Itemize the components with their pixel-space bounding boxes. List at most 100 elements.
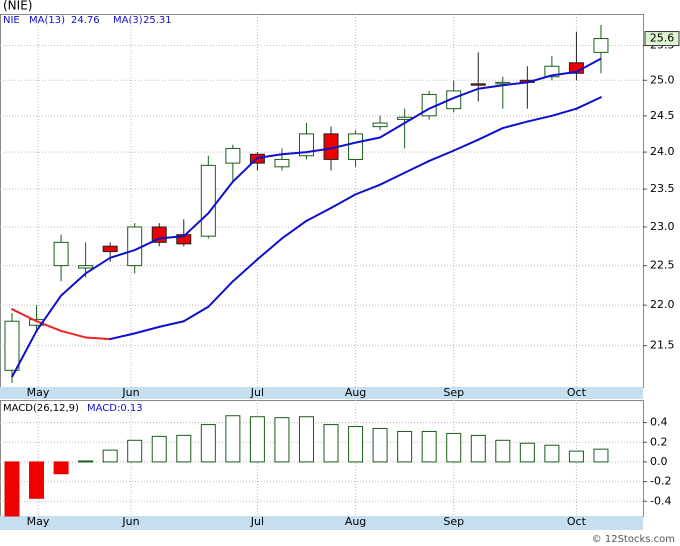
- x-tick-label: May: [27, 515, 50, 528]
- candle-body: [200, 164, 216, 237]
- macd-bar: [446, 432, 462, 463]
- y-tick-label: 24.0: [650, 145, 675, 158]
- ma-segment: [354, 183, 382, 196]
- ma-segment: [305, 206, 333, 222]
- x-tick-label: Jul: [250, 386, 264, 399]
- legend-label: MA(3): [113, 15, 143, 26]
- macd-bar: [102, 449, 118, 463]
- x-tick-label: Aug: [345, 386, 366, 399]
- y-tick-label: 0.4: [650, 416, 668, 429]
- y-tick-label: 21.5: [650, 339, 675, 352]
- x-tick-label: Sep: [443, 386, 464, 399]
- chart-title: (NIE): [3, 0, 32, 13]
- last-price-box: [644, 31, 680, 47]
- ma-segment: [11, 308, 38, 323]
- candle-body: [78, 265, 94, 269]
- x-tick-label: Aug: [345, 515, 366, 528]
- macd-bar: [127, 439, 143, 463]
- ma-segment: [379, 171, 406, 186]
- legend-value: 25.31: [143, 15, 172, 26]
- macd-bar: [29, 461, 45, 499]
- ma-segment: [477, 127, 504, 141]
- macd-bar: [4, 461, 20, 517]
- ma-segment: [207, 280, 234, 308]
- candle-body: [274, 158, 290, 168]
- x-tick-label: Oct: [567, 515, 587, 528]
- ma-segment: [60, 329, 87, 339]
- ma-segment: [109, 332, 136, 341]
- date-strip: [0, 387, 643, 399]
- ma-segment: [403, 159, 431, 174]
- ma-segment: [133, 325, 161, 335]
- ma-segment: [428, 149, 455, 162]
- y-tick-label: 24.5: [650, 109, 675, 122]
- x-tick-label: Jun: [121, 386, 139, 399]
- y-tick-label: 22.0: [650, 298, 675, 311]
- ma-segment: [526, 114, 553, 123]
- y-tick-label: 23.0: [650, 220, 675, 233]
- last-price: 25.6: [650, 32, 675, 45]
- macd-bar: [495, 439, 511, 463]
- macd-title: MACD(26,12,9): [3, 403, 79, 414]
- macd-bar: [397, 430, 413, 463]
- x-tick-label: Oct: [567, 386, 587, 399]
- y-tick-label: 0.0: [650, 455, 668, 468]
- x-tick-label: Jun: [121, 515, 139, 528]
- candle-body: [127, 226, 143, 267]
- y-tick-label: -0.2: [650, 475, 671, 488]
- macd-bar: [348, 426, 364, 463]
- macd-bar: [372, 428, 388, 463]
- y-tick-label: 22.5: [650, 259, 675, 272]
- macd-bar: [519, 442, 535, 463]
- candle-body: [4, 320, 20, 371]
- macd-bar: [298, 416, 314, 463]
- macd-bar: [200, 424, 216, 463]
- ma-line: [11, 57, 602, 378]
- candle-body: [348, 133, 364, 160]
- candle-body: [372, 122, 388, 128]
- ma-segment: [182, 305, 210, 323]
- macd-bar: [544, 444, 560, 463]
- candle-body: [446, 90, 462, 110]
- ma-segment: [35, 320, 63, 332]
- ma-segment: [256, 237, 283, 261]
- ma-segment: [231, 258, 259, 283]
- macd-bar: [225, 415, 241, 463]
- date-strip: [0, 516, 643, 530]
- macd-bar: [568, 450, 584, 463]
- macd-bar: [151, 435, 167, 463]
- ma-segment: [84, 336, 112, 341]
- ma-segment: [550, 107, 578, 117]
- macd-bar: [323, 424, 339, 463]
- watermark: © 12Stocks.com: [592, 534, 675, 545]
- macd-bar: [249, 416, 265, 463]
- candle-body: [176, 234, 192, 245]
- candle-body: [102, 245, 118, 253]
- macd-bar: [470, 434, 486, 463]
- macd-bar: [421, 430, 437, 463]
- ma-segment: [501, 120, 529, 130]
- candle-body: [225, 147, 241, 164]
- x-tick-label: Sep: [443, 515, 464, 528]
- legend-label: MA(13): [29, 15, 65, 26]
- ma-segment: [280, 219, 308, 240]
- ma-segment: [452, 138, 480, 152]
- macd-bar: [593, 448, 609, 463]
- y-tick-label: -0.4: [650, 494, 671, 507]
- y-tick-label: 25.0: [650, 73, 675, 86]
- candle-body: [495, 81, 511, 85]
- macd-bar: [176, 434, 192, 463]
- x-tick-label: Jul: [250, 515, 264, 528]
- legend-symbol: NIE: [3, 15, 20, 26]
- candle-body: [53, 241, 69, 267]
- candle-body: [544, 65, 560, 78]
- y-tick-label: 23.5: [650, 182, 675, 195]
- candle-body: [298, 133, 314, 157]
- macd-bar: [53, 461, 69, 475]
- candle-body: [593, 38, 609, 53]
- legend-value: 24.76: [71, 15, 100, 26]
- candle-body: [470, 83, 486, 86]
- macd-legend: MACD:0.13: [87, 403, 143, 414]
